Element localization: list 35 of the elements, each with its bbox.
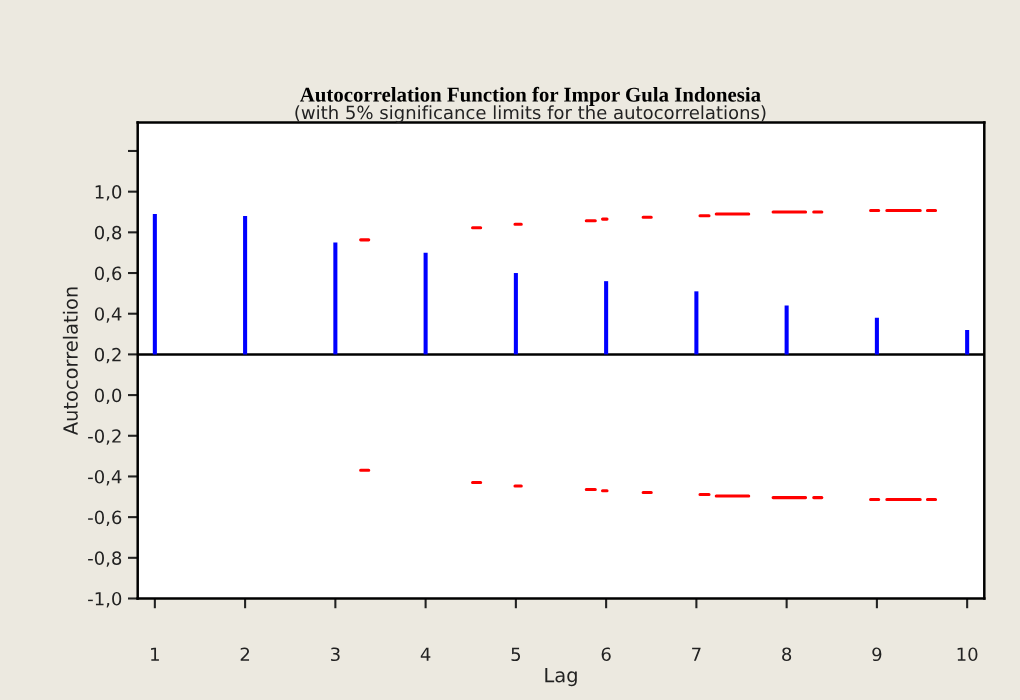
chart-title: Autocorrelation Function for Impor Gula Indonesia <box>299 86 761 106</box>
x-tick-label: 7 <box>692 647 701 661</box>
x-tick-label: 10 <box>957 647 978 662</box>
y-tick-label: -0,6 <box>88 510 122 527</box>
x-tick-label: 8 <box>782 647 792 662</box>
x-tick-label: 4 <box>420 647 431 661</box>
bar <box>604 281 609 355</box>
bar <box>423 252 428 355</box>
y-tick-label: -0,2 <box>88 429 121 445</box>
x-tick-label: 6 <box>601 647 611 662</box>
y-tick-label: -0,8 <box>88 551 122 567</box>
y-tick-label: 1,0 <box>95 185 122 201</box>
x-tick-label: 5 <box>511 647 521 662</box>
y-axis-title: Autocorrelation <box>62 287 78 436</box>
y-tick-label: 0,6 <box>94 266 122 282</box>
x-tick-label: 2 <box>240 647 250 661</box>
bar <box>333 242 338 355</box>
bar <box>965 329 970 355</box>
bar <box>513 273 518 355</box>
chart-subtitle: (with 5% significance limits for the autocorrelations) <box>295 105 766 123</box>
y-tick-label: 0,4 <box>94 307 122 323</box>
y-tick-label: 0,0 <box>94 388 122 405</box>
bar <box>694 291 699 355</box>
x-axis-title: Lag <box>545 667 577 687</box>
bar <box>784 305 789 355</box>
x-tick-label: 9 <box>872 647 882 662</box>
y-tick-label: -1,0 <box>88 591 122 608</box>
x-tick-label: 3 <box>330 647 340 662</box>
y-tick-label: 0,8 <box>94 225 122 242</box>
bar <box>874 317 879 355</box>
x-tick-label: 1 <box>151 647 159 661</box>
y-tick-label: 0,2 <box>94 347 121 364</box>
bar <box>152 214 157 355</box>
y-tick-label: -0,4 <box>88 469 122 486</box>
bar <box>243 216 248 355</box>
